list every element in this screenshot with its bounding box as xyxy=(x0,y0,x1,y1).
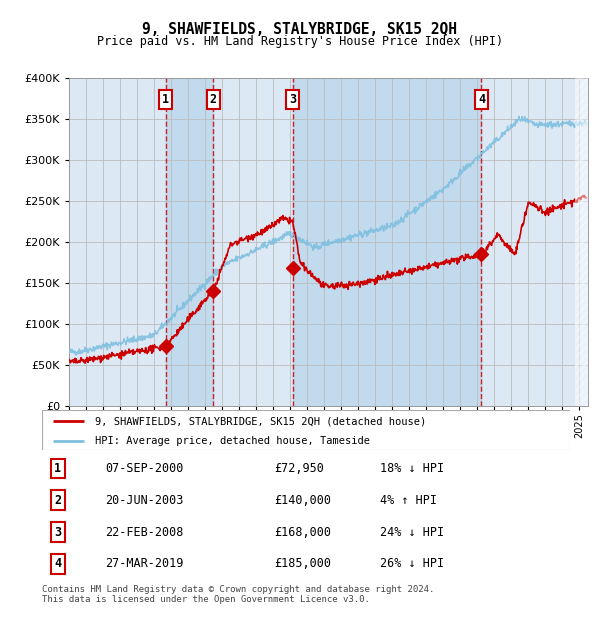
Text: 22-FEB-2008: 22-FEB-2008 xyxy=(106,526,184,539)
Text: 9, SHAWFIELDS, STALYBRIDGE, SK15 2QH: 9, SHAWFIELDS, STALYBRIDGE, SK15 2QH xyxy=(143,22,458,37)
Text: 20-JUN-2003: 20-JUN-2003 xyxy=(106,494,184,507)
Text: Contains HM Land Registry data © Crown copyright and database right 2024.
This d: Contains HM Land Registry data © Crown c… xyxy=(42,585,434,604)
Text: £140,000: £140,000 xyxy=(274,494,331,507)
Bar xyxy=(293,78,481,406)
Text: 4: 4 xyxy=(478,93,485,106)
Text: £168,000: £168,000 xyxy=(274,526,331,539)
Text: 18% ↓ HPI: 18% ↓ HPI xyxy=(380,462,444,475)
Bar xyxy=(166,78,213,406)
Text: 24% ↓ HPI: 24% ↓ HPI xyxy=(380,526,444,539)
Text: £185,000: £185,000 xyxy=(274,557,331,570)
Text: 9, SHAWFIELDS, STALYBRIDGE, SK15 2QH (detached house): 9, SHAWFIELDS, STALYBRIDGE, SK15 2QH (de… xyxy=(95,417,426,427)
Text: 4% ↑ HPI: 4% ↑ HPI xyxy=(380,494,437,507)
Text: 1: 1 xyxy=(162,93,169,106)
Text: 4: 4 xyxy=(54,557,61,570)
Text: 3: 3 xyxy=(54,526,61,539)
Text: 2: 2 xyxy=(54,494,61,507)
Text: 07-SEP-2000: 07-SEP-2000 xyxy=(106,462,184,475)
Text: HPI: Average price, detached house, Tameside: HPI: Average price, detached house, Tame… xyxy=(95,436,370,446)
Text: 1: 1 xyxy=(54,462,61,475)
Text: 3: 3 xyxy=(289,93,296,106)
Text: 2: 2 xyxy=(209,93,217,106)
Text: 27-MAR-2019: 27-MAR-2019 xyxy=(106,557,184,570)
Text: Price paid vs. HM Land Registry's House Price Index (HPI): Price paid vs. HM Land Registry's House … xyxy=(97,35,503,48)
Text: 26% ↓ HPI: 26% ↓ HPI xyxy=(380,557,444,570)
Text: £72,950: £72,950 xyxy=(274,462,324,475)
